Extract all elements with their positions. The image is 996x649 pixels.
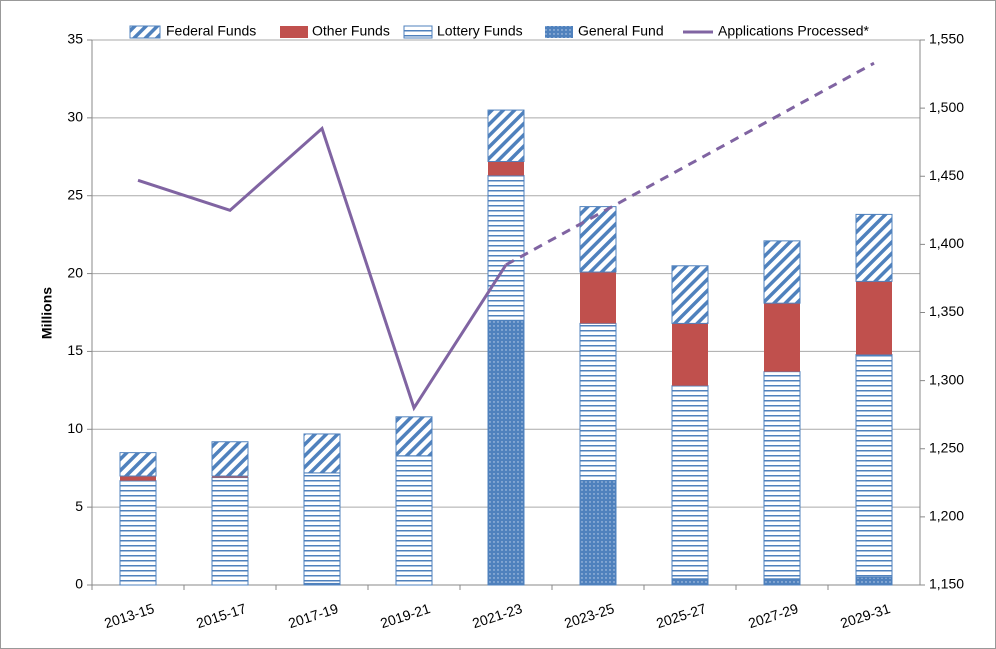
bar-segment — [671, 385, 709, 580]
legend-swatch — [545, 26, 573, 38]
y-tick-label: 15 — [67, 342, 83, 358]
bar-segment — [212, 476, 248, 478]
bar-segment — [671, 265, 709, 324]
bar-segment — [763, 578, 801, 586]
legend-swatch — [280, 26, 308, 38]
y-tick-label: 10 — [67, 420, 83, 436]
bar-segment — [855, 354, 893, 578]
legend: Federal Funds Other Funds Lottery Funds … — [129, 23, 870, 39]
legend-label: Applications Processed* — [718, 23, 870, 39]
bar-segment — [488, 161, 524, 176]
bar-segment — [580, 272, 616, 324]
bar-segment — [579, 322, 617, 482]
bar-segment — [487, 174, 525, 321]
y2-tick-label: 1,200 — [929, 508, 964, 524]
y-tick-label: 30 — [67, 109, 83, 125]
legend-swatch — [403, 25, 433, 39]
bar-segment — [120, 476, 156, 481]
bar-segment — [671, 578, 709, 586]
y-axis-label: Millions — [39, 287, 55, 339]
bar-segment — [856, 281, 892, 355]
y2-tick-label: 1,350 — [929, 303, 964, 319]
y-tick-label: 5 — [75, 498, 83, 514]
legend-label: General Fund — [578, 23, 664, 39]
bar-segment — [395, 416, 433, 457]
y-tick-label: 25 — [67, 186, 83, 202]
bar-segment — [303, 433, 341, 474]
y2-tick-label: 1,500 — [929, 99, 964, 115]
bar-segment — [395, 455, 433, 586]
bar-segment — [579, 480, 617, 586]
bar-segment — [855, 213, 893, 282]
y-tick-label: 35 — [67, 31, 83, 47]
bar-segment — [764, 303, 800, 372]
bar-segment — [763, 240, 801, 304]
bar-segment — [672, 323, 708, 386]
bar-segment — [303, 472, 341, 584]
legend-label: Federal Funds — [166, 23, 256, 39]
bar-segment — [855, 576, 893, 586]
y-tick-label: 0 — [75, 576, 83, 592]
y2-tick-label: 1,250 — [929, 439, 964, 455]
bar-segment — [119, 480, 157, 586]
line-series — [137, 125, 508, 412]
y2-tick-label: 1,150 — [929, 576, 964, 592]
y2-tick-label: 1,450 — [929, 167, 964, 183]
bar-segment — [211, 477, 249, 586]
line-series — [505, 61, 875, 267]
bar-segment — [211, 441, 249, 477]
bar-segment — [119, 452, 157, 477]
y-tick-label: 20 — [67, 264, 83, 280]
y2-tick-label: 1,400 — [929, 235, 964, 251]
bar-segment — [487, 319, 525, 586]
bar-segment — [579, 206, 617, 273]
bar-segment — [487, 109, 525, 162]
legend-swatch — [129, 25, 161, 39]
y2-tick-label: 1,300 — [929, 371, 964, 387]
bar-segment — [763, 371, 801, 580]
legend-label: Other Funds — [312, 23, 390, 39]
legend-label: Lottery Funds — [437, 23, 523, 39]
y2-tick-label: 1,550 — [929, 31, 964, 47]
